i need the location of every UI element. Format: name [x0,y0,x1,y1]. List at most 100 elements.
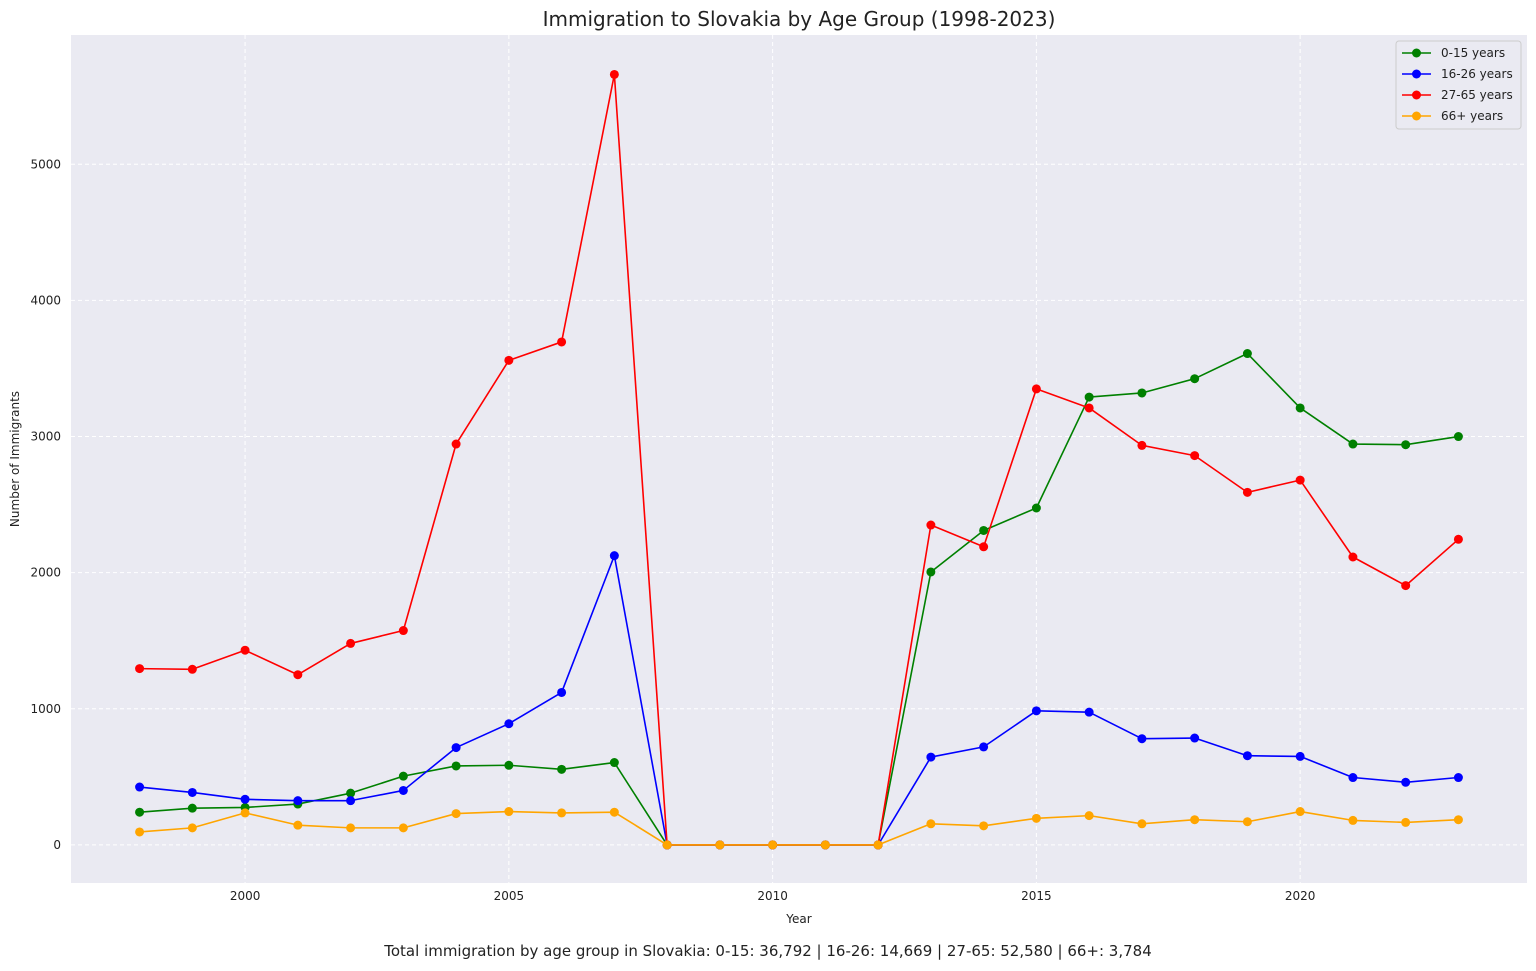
data-point [1295,751,1305,761]
data-point [979,542,989,552]
data-point [926,752,936,762]
data-point [1137,388,1147,398]
plot-area [71,35,1527,883]
legend: 0-15 years 16-26 years 27-65 years 66+ year… [1395,40,1522,130]
data-point [1242,349,1252,359]
data-point [662,840,672,850]
data-point [1295,807,1305,817]
data-point [1190,374,1200,384]
x-tick-label: 2005 [494,889,525,903]
data-point [1137,734,1147,744]
data-point [346,823,356,833]
data-point [135,807,145,817]
data-point [240,794,250,804]
data-point [135,827,145,837]
data-point [398,823,408,833]
data-point [187,664,197,674]
data-point [557,808,567,818]
x-tick-label: 2010 [757,889,788,903]
data-point [1242,817,1252,827]
series-4 [135,807,1463,850]
data-point [557,764,567,774]
legend-label: 66+ years [1441,109,1503,123]
data-point [1295,403,1305,413]
legend-item: 66+ years [1402,109,1503,123]
data-point [609,758,619,768]
data-point [979,525,989,535]
data-point [1295,475,1305,485]
data-point [504,760,514,770]
legend-label: 27-65 years [1441,88,1513,102]
data-point [398,785,408,795]
legend-marker [1412,90,1421,100]
data-point [504,355,514,365]
data-point [293,670,303,680]
data-point [451,761,461,771]
y-tick-label: 2000 [30,566,61,580]
data-point [398,626,408,636]
legend-label: 16-26 years [1441,67,1513,81]
data-point [926,567,936,577]
data-point [926,819,936,829]
data-point [1401,581,1411,591]
data-point [1242,751,1252,761]
data-point [1348,815,1358,825]
data-point [979,821,989,831]
legend-item: 16-26 years [1402,67,1513,81]
y-tick-label: 0 [53,838,61,852]
data-point [1401,440,1411,450]
legend-marker [1412,111,1421,121]
series-line [139,810,1459,846]
y-tick-label: 5000 [30,157,61,171]
totals-annotation: Total immigration by age group in Slovak… [384,942,1152,960]
data-point [346,796,356,806]
x-tick-label: 2020 [1285,889,1316,903]
data-point [240,808,250,818]
x-tick-label: 2015 [1021,889,1052,903]
grid-lines [71,35,1527,883]
data-point [1348,552,1358,562]
data-point [346,788,356,798]
data-point [1084,392,1094,402]
data-point [1084,811,1094,821]
legend-item: 27-65 years [1402,88,1513,102]
y-axis-title: Number of Immigrants [8,391,22,527]
data-point [1190,451,1200,461]
y-tick-label: 3000 [30,430,61,444]
data-point [1137,819,1147,829]
y-tick-label: 1000 [30,702,61,716]
data-point [1031,813,1041,823]
data-point [504,719,514,729]
x-tick-label: 2000 [230,889,261,903]
legend-marker [1412,48,1421,58]
legend-item: 0-15 years [1402,46,1505,60]
legend-label: 0-15 years [1441,46,1505,60]
data-point [1031,384,1041,394]
legend-marker [1412,69,1421,79]
data-point [609,69,619,79]
data-point [609,807,619,817]
data-point [715,840,725,850]
series-layer [135,69,1463,850]
x-axis-title: Year [785,912,811,926]
data-point [1084,707,1094,717]
data-point [1190,815,1200,825]
y-tick-label: 4000 [30,293,61,307]
data-point [1137,440,1147,450]
data-point [768,840,778,850]
x-axis-ticks: 2000 2005 2010 2015 2020 [230,889,1316,903]
chart-title: Immigration to Slovakia by Age Group (19… [543,7,1056,31]
data-point [1242,487,1252,497]
line-chart: 2000 2005 2010 2015 2020 0 1000 2000 3000 4000 50… [8,7,1527,926]
data-point [1453,815,1463,825]
data-point [504,807,514,817]
data-point [557,337,567,347]
data-point [135,782,145,792]
data-point [557,687,567,697]
data-point [979,742,989,752]
data-point [187,787,197,797]
data-point [1453,534,1463,544]
y-axis-ticks: 0 1000 2000 3000 4000 5000 [30,157,61,852]
data-point [609,551,619,561]
data-point [187,823,197,833]
